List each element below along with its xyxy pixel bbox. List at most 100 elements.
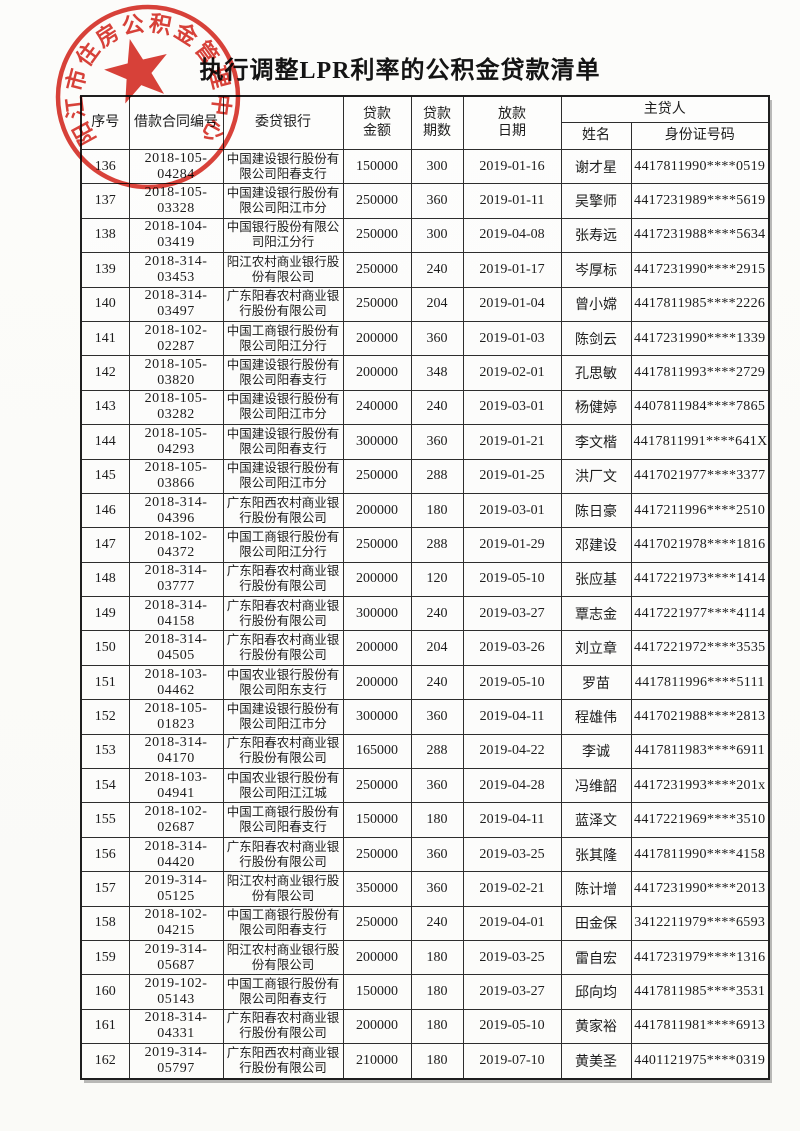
table-row: 156 2018-314-04420 广东阳春农村商业银行股份有限公司 250000 3… xyxy=(80,836,770,873)
cell-date: 2019-03-25 xyxy=(462,939,562,976)
cell-name: 曾小嫦 xyxy=(560,286,632,322)
cell-amount: 250000 xyxy=(342,458,412,494)
cell-id: 4417811990****0519 xyxy=(630,148,770,185)
cell-contract: 2018-102-02687 xyxy=(128,802,224,838)
cell-date: 2019-01-29 xyxy=(462,527,562,563)
cell-bank: 广东阳西农村商业银行股份有限公司 xyxy=(222,1043,344,1080)
cell-index: 156 xyxy=(80,836,130,873)
cell-id: 4407811984****7865 xyxy=(630,389,770,426)
cell-periods: 120 xyxy=(410,561,464,598)
cell-bank: 中国建设银行股份有限公司阳江市分 xyxy=(222,183,344,219)
cell-name: 黄美圣 xyxy=(560,1043,632,1080)
cell-id: 4417021977****3377 xyxy=(630,458,770,494)
cell-amount: 200000 xyxy=(342,320,412,357)
cell-id: 4417021978****1816 xyxy=(630,527,770,563)
cell-bank: 中国工商银行股份有限公司阳春支行 xyxy=(222,905,344,941)
cell-periods: 288 xyxy=(410,733,464,770)
cell-index: 148 xyxy=(80,561,130,598)
cell-bank: 阳江农村商业银行股份有限公司 xyxy=(222,252,344,288)
cell-id: 4417211996****2510 xyxy=(630,492,770,529)
cell-amount: 250000 xyxy=(342,252,412,288)
cell-bank: 中国建设银行股份有限公司阳春支行 xyxy=(222,355,344,391)
cell-date: 2019-01-21 xyxy=(462,424,562,460)
header-contract: 借款合同编号 xyxy=(128,95,224,150)
header-borrower-group: 主贷人 xyxy=(560,95,770,123)
cell-bank: 中国工商银行股份有限公司阳春支行 xyxy=(222,974,344,1010)
cell-id: 4417221977****4114 xyxy=(630,596,770,632)
page-title: 执行调整LPR利率的公积金贷款清单 xyxy=(199,58,601,84)
cell-date: 2019-03-01 xyxy=(462,492,562,529)
cell-date: 2019-05-10 xyxy=(462,664,562,701)
cell-id: 4417811985****3531 xyxy=(630,974,770,1010)
cell-date: 2019-04-28 xyxy=(462,768,562,804)
cell-name: 刘立章 xyxy=(560,630,632,666)
table-row: 144 2018-105-04293 中国建设银行股份有限公司阳春支行 300000 3… xyxy=(80,424,770,460)
cell-amount: 300000 xyxy=(342,699,412,735)
cell-name: 黄家裕 xyxy=(560,1008,632,1045)
table-row: 145 2018-105-03866 中国建设银行股份有限公司阳江市分 250000 2… xyxy=(80,458,770,494)
table-header: 序号 借款合同编号 委贷银行 贷款 金额 贷款 期数 放款 日期 主贷人 姓名 … xyxy=(80,95,770,150)
cell-date: 2019-04-01 xyxy=(462,905,562,941)
cell-contract: 2018-314-04158 xyxy=(128,596,224,632)
cell-name: 陈剑云 xyxy=(560,320,632,357)
cell-date: 2019-02-01 xyxy=(462,355,562,391)
cell-bank: 中国建设银行股份有限公司阳江市分 xyxy=(222,699,344,735)
cell-bank: 广东阳春农村商业银行股份有限公司 xyxy=(222,286,344,322)
table-row: 154 2018-103-04941 中国农业银行股份有限公司阳江江城 250000 3… xyxy=(80,768,770,804)
table-row: 161 2018-314-04331 广东阳春农村商业银行股份有限公司 200000 1… xyxy=(80,1008,770,1045)
cell-date: 2019-04-11 xyxy=(462,699,562,735)
table-row: 162 2019-314-05797 广东阳西农村商业银行股份有限公司 210000 1… xyxy=(80,1043,770,1080)
cell-periods: 348 xyxy=(410,355,464,391)
cell-name: 吴擎师 xyxy=(560,183,632,219)
cell-periods: 300 xyxy=(410,217,464,254)
cell-contract: 2018-105-04293 xyxy=(128,424,224,460)
cell-date: 2019-07-10 xyxy=(462,1043,562,1080)
header-bank: 委贷银行 xyxy=(222,95,344,150)
cell-bank: 中国农业银行股份有限公司阳江江城 xyxy=(222,768,344,804)
cell-periods: 180 xyxy=(410,1008,464,1045)
cell-periods: 360 xyxy=(410,699,464,735)
cell-bank: 阳江农村商业银行股份有限公司 xyxy=(222,939,344,976)
cell-periods: 360 xyxy=(410,871,464,907)
cell-bank: 中国建设银行股份有限公司阳江市分 xyxy=(222,458,344,494)
cell-id: 4417231988****5634 xyxy=(630,217,770,254)
cell-bank: 广东阳春农村商业银行股份有限公司 xyxy=(222,733,344,770)
cell-contract: 2018-314-04420 xyxy=(128,836,224,873)
header-amount: 贷款 金额 xyxy=(342,95,412,150)
cell-bank: 阳江农村商业银行股份有限公司 xyxy=(222,871,344,907)
seal-star-icon xyxy=(104,39,167,104)
cell-name: 田金保 xyxy=(560,905,632,941)
cell-name: 蓝泽文 xyxy=(560,802,632,838)
table-row: 143 2018-105-03282 中国建设银行股份有限公司阳江市分 240000 2… xyxy=(80,389,770,426)
cell-index: 143 xyxy=(80,389,130,426)
cell-contract: 2018-102-02287 xyxy=(128,320,224,357)
cell-id: 4401121975****0319 xyxy=(630,1043,770,1080)
cell-bank: 广东阳春农村商业银行股份有限公司 xyxy=(222,1008,344,1045)
cell-amount: 250000 xyxy=(342,183,412,219)
table-row: 142 2018-105-03820 中国建设银行股份有限公司阳春支行 200000 3… xyxy=(80,355,770,391)
cell-index: 158 xyxy=(80,905,130,941)
cell-name: 张其隆 xyxy=(560,836,632,873)
cell-amount: 250000 xyxy=(342,836,412,873)
cell-amount: 200000 xyxy=(342,939,412,976)
cell-contract: 2019-102-05143 xyxy=(128,974,224,1010)
cell-id: 4417021988****2813 xyxy=(630,699,770,735)
header-id: 身份证号码 xyxy=(630,122,770,150)
cell-contract: 2018-314-04331 xyxy=(128,1008,224,1045)
cell-amount: 350000 xyxy=(342,871,412,907)
cell-index: 150 xyxy=(80,630,130,666)
cell-contract: 2018-105-03820 xyxy=(128,355,224,391)
cell-index: 137 xyxy=(80,183,130,219)
cell-amount: 250000 xyxy=(342,905,412,941)
cell-id: 4417231990****1339 xyxy=(630,320,770,357)
cell-index: 154 xyxy=(80,768,130,804)
cell-date: 2019-01-16 xyxy=(462,148,562,185)
cell-amount: 250000 xyxy=(342,527,412,563)
cell-name: 罗苗 xyxy=(560,664,632,701)
cell-amount: 200000 xyxy=(342,355,412,391)
cell-contract: 2018-314-04505 xyxy=(128,630,224,666)
cell-index: 153 xyxy=(80,733,130,770)
cell-index: 145 xyxy=(80,458,130,494)
cell-amount: 200000 xyxy=(342,630,412,666)
cell-name: 张应基 xyxy=(560,561,632,598)
